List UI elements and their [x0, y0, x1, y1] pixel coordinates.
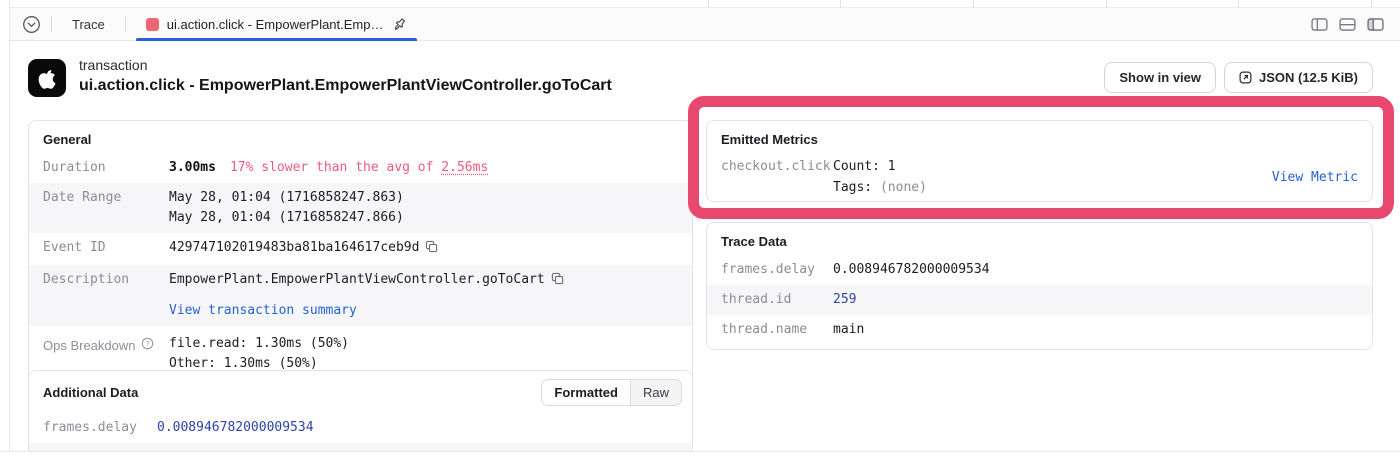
emitted-metric-row: checkout.click Count: 1 Tags: (none) Vie…	[707, 153, 1372, 208]
help-icon[interactable]: ?	[141, 337, 154, 350]
external-link-icon	[1239, 71, 1252, 84]
trace-data-card: Trace Data frames.delay 0.00894678200000…	[706, 222, 1373, 350]
view-metric-link[interactable]: View Metric	[1271, 169, 1358, 185]
divider	[124, 16, 126, 32]
ops-breakdown-value: file.read: 1.30ms (50%) Other: 1.30ms (5…	[169, 336, 350, 371]
json-button[interactable]: JSON (12.5 KiB)	[1224, 62, 1373, 93]
metric-name: checkout.click	[721, 159, 831, 174]
additional-data-header: Additional Data Formatted Raw	[29, 371, 692, 413]
metric-details: Count: 1 Tags: (none)	[833, 159, 927, 195]
additional-data-card: Additional Data Formatted Raw frames.del…	[28, 370, 693, 451]
ops-breakdown-key: Ops Breakdown ?	[43, 334, 169, 374]
format-toggle: Formatted Raw	[541, 379, 682, 406]
panel-right-icon	[1367, 17, 1384, 31]
active-tab-underline	[135, 38, 417, 41]
event-type-label: transaction	[79, 57, 148, 73]
divider	[51, 16, 52, 32]
show-in-view-button[interactable]: Show in view	[1104, 62, 1217, 93]
trace-drawer: Trace ui.action.click - EmpowerPlant.Emp…	[0, 0, 1400, 452]
tab-transaction-label: ui.action.click - EmpowerPlant.Emp…	[166, 16, 384, 32]
chevron-down-circle-icon	[23, 15, 40, 33]
view-transaction-summary-link[interactable]: View transaction summary	[169, 303, 357, 318]
header-actions: Show in view JSON (12.5 KiB)	[1104, 62, 1373, 93]
tab-trace[interactable]: Trace	[62, 8, 115, 40]
panel-bottom-icon	[1339, 17, 1356, 31]
event-id-value: 429747102019483ba81ba164617ceb9d	[169, 238, 438, 260]
trace-data-title: Trace Data	[721, 234, 787, 249]
drawer-left-border	[9, 0, 10, 451]
date-range-key: Date Range	[43, 190, 122, 205]
copy-icon[interactable]	[425, 240, 438, 257]
transaction-color-swatch	[145, 17, 159, 31]
apple-logo-icon	[38, 69, 56, 89]
table-row: frames.delay 0.008946782000009534	[721, 262, 990, 277]
row-duration: Duration 3.00ms 17% slower than the avg o…	[29, 153, 692, 183]
row-description: Description EmpowerPlant.EmpowerPlantVie…	[29, 265, 692, 326]
waterfall-grid-edge	[10, 0, 1400, 8]
table-row: thread.id 259	[29, 443, 692, 451]
dock-bottom-button[interactable]	[1339, 17, 1356, 31]
duration-key: Duration	[43, 160, 106, 175]
date-range-value: May 28, 01:04 (1716858247.863) May 28, 0…	[169, 190, 404, 225]
table-row: frames.delay 0.008946782000009534	[43, 420, 314, 435]
dock-right-button[interactable]	[1367, 17, 1384, 31]
description-key: Description	[43, 272, 130, 287]
dock-left-button[interactable]	[1311, 17, 1328, 31]
svg-text:?: ?	[145, 341, 149, 348]
emitted-metrics-card: Emitted Metrics checkout.click Count: 1 …	[706, 120, 1373, 202]
tab-bar: Trace ui.action.click - EmpowerPlant.Emp…	[10, 8, 1400, 41]
pin-icon[interactable]	[392, 17, 407, 32]
table-row: thread.name main	[721, 322, 865, 337]
formatted-button[interactable]: Formatted	[542, 380, 631, 405]
layout-controls	[1311, 17, 1400, 31]
additional-data-title: Additional Data	[43, 385, 139, 400]
avg-duration-tooltip-anchor[interactable]: 2.56ms	[441, 160, 489, 175]
platform-badge	[28, 59, 66, 97]
raw-button[interactable]: Raw	[631, 380, 681, 405]
row-date-range: Date Range May 28, 01:04 (1716858247.863…	[29, 183, 692, 233]
collapse-drawer-button[interactable]	[22, 15, 41, 34]
duration-value: 3.00ms 17% slower than the avg of 2.56ms	[169, 160, 489, 175]
description-value: EmpowerPlant.EmpowerPlantViewController.…	[169, 270, 564, 321]
row-event-id: Event ID 429747102019483ba81ba164617ceb9…	[29, 233, 692, 265]
general-card: General Duration 3.00ms 17% slower than t…	[28, 120, 693, 384]
copy-icon[interactable]	[551, 272, 564, 289]
emitted-metrics-title: Emitted Metrics	[721, 132, 818, 147]
event-id-key: Event ID	[43, 240, 106, 255]
tab-transaction[interactable]: ui.action.click - EmpowerPlant.Emp…	[135, 8, 417, 41]
panel-left-icon	[1311, 17, 1328, 31]
tab-trace-label: Trace	[72, 16, 105, 32]
general-title: General	[43, 132, 92, 147]
table-row: thread.id 259	[707, 285, 1372, 315]
page-title: ui.action.click - EmpowerPlant.EmpowerPl…	[79, 77, 612, 94]
row-ops-breakdown: Ops Breakdown ? file.read: 1.30ms (50%) …	[29, 326, 692, 383]
